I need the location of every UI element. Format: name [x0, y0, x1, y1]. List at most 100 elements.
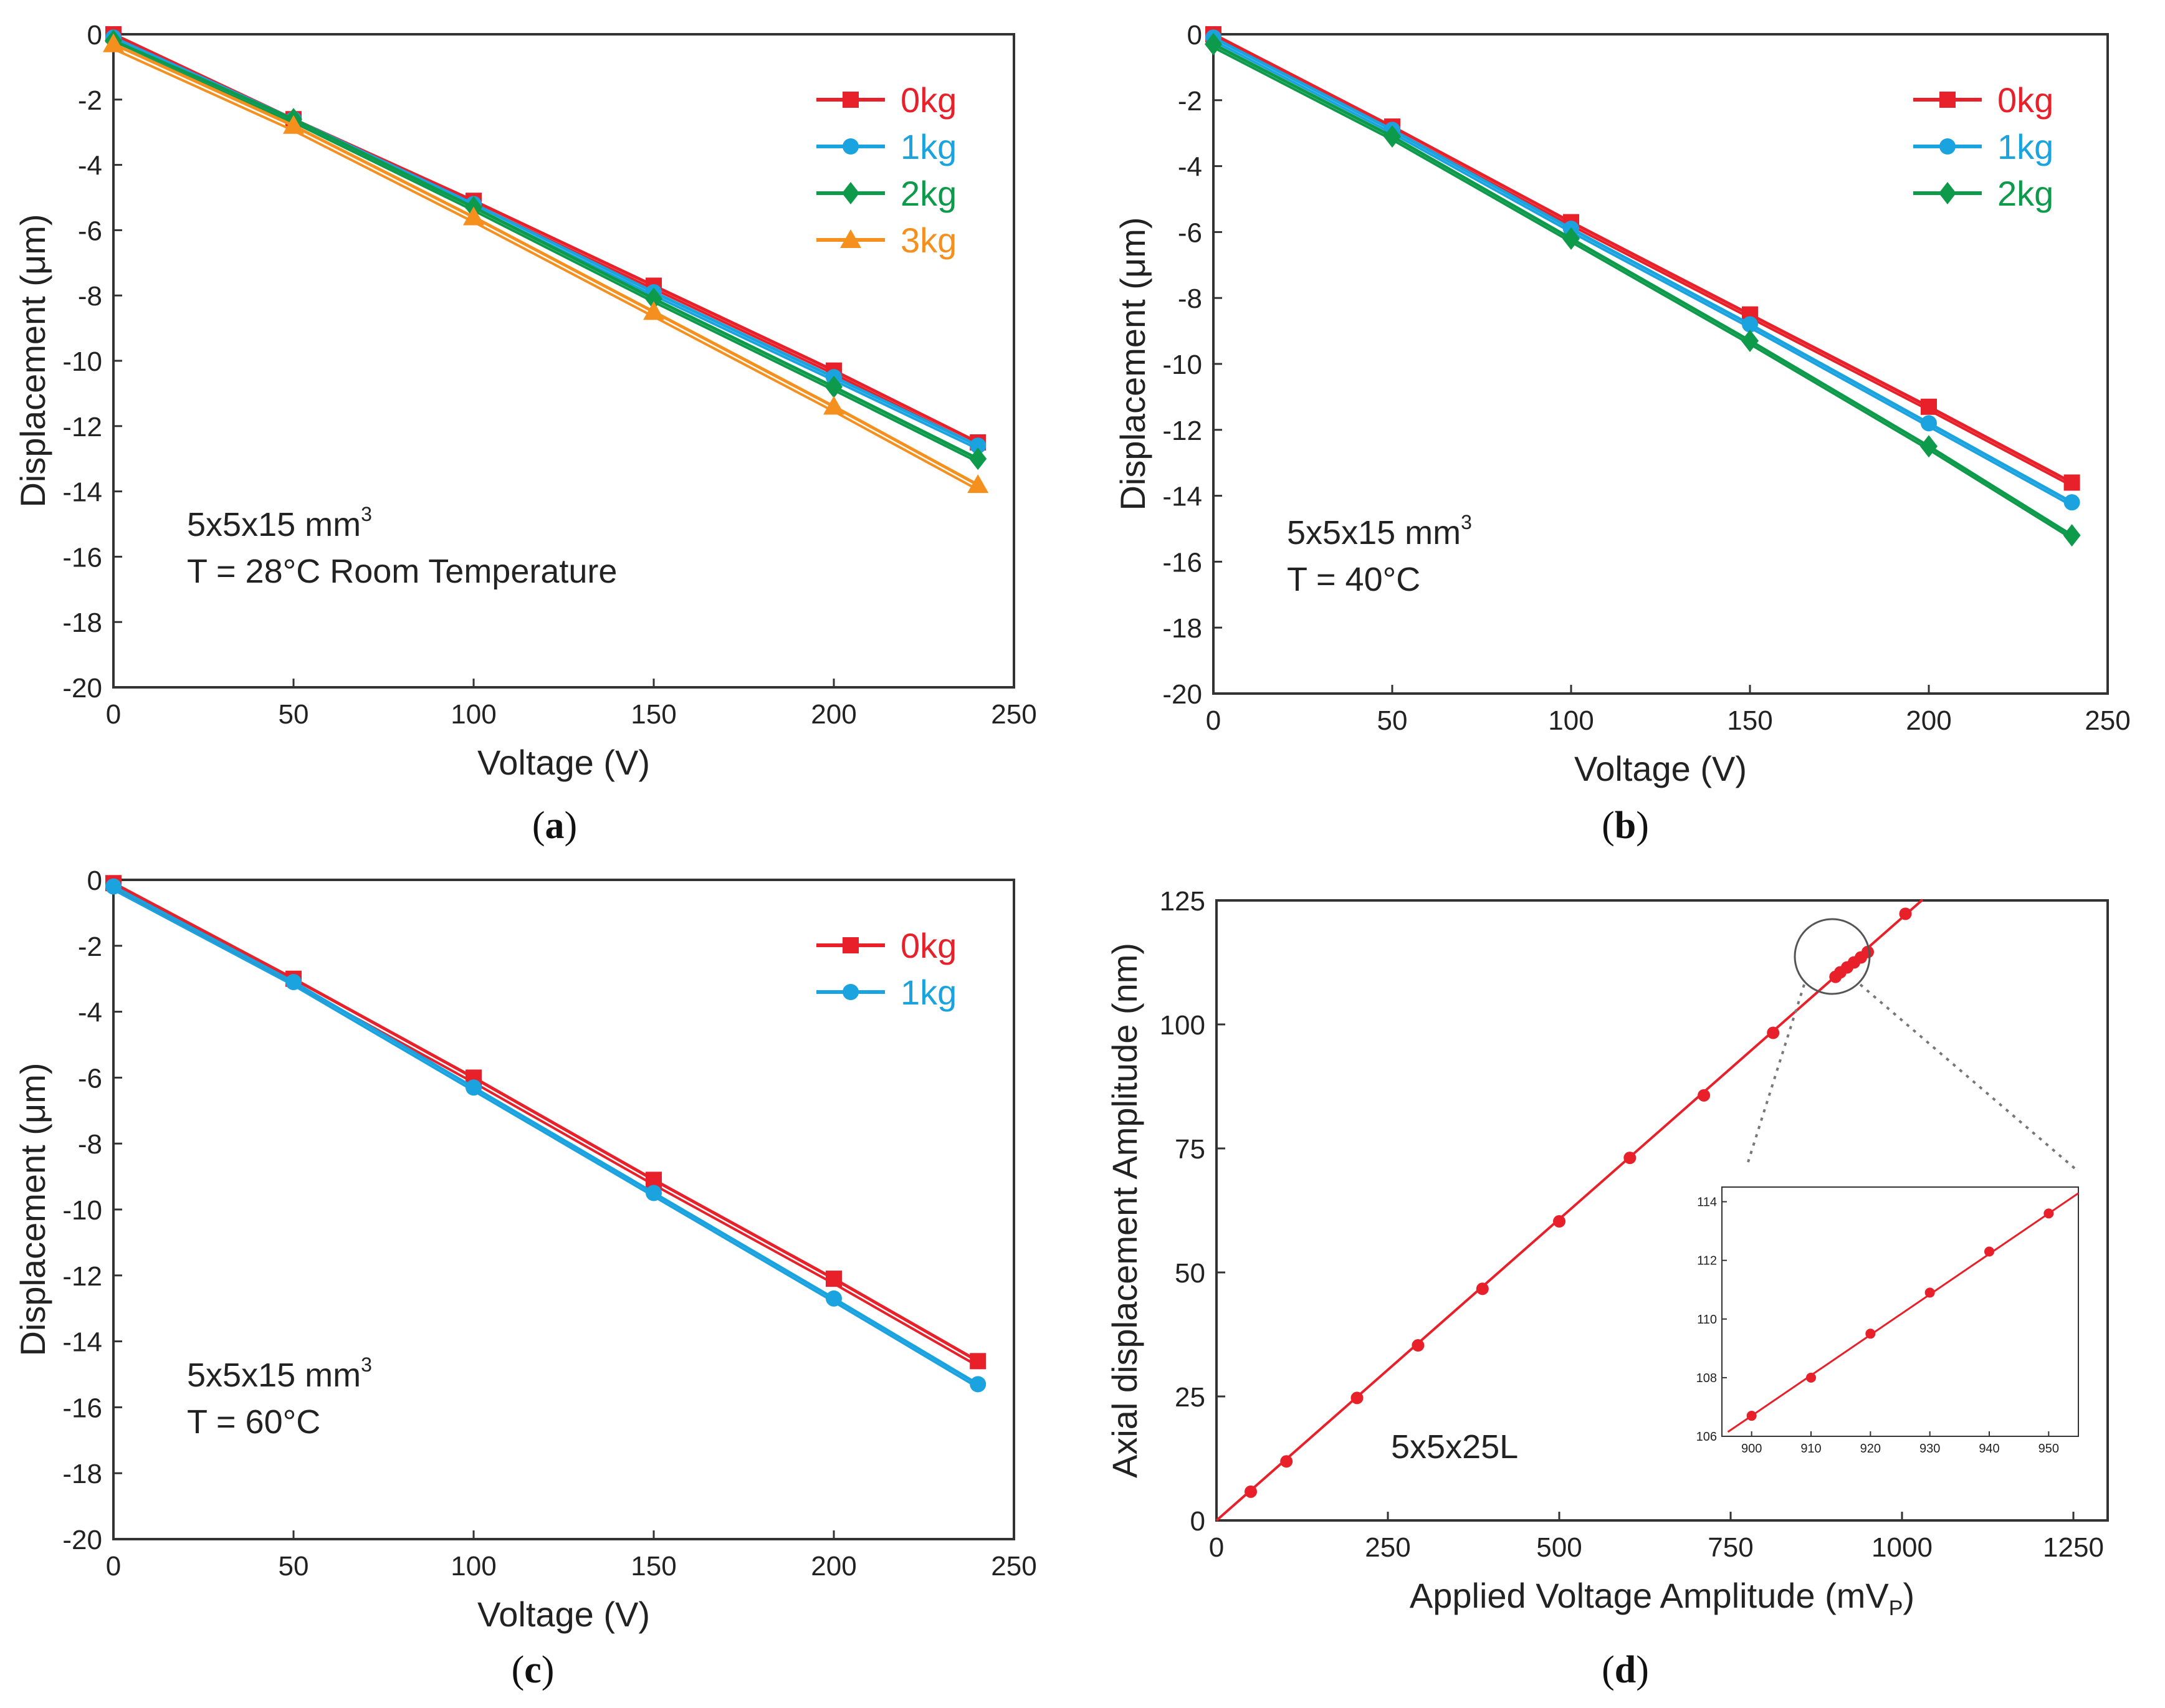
y-tick-label: 0: [87, 866, 102, 896]
zoom-circle: [1794, 918, 1871, 995]
x-tick-label: 50: [279, 1551, 309, 1582]
x-axis-label: Voltage (V): [1574, 749, 1747, 788]
panel-a: 0 50 100 150 200 250 0 -2 -4 -6 -8 -10 -12 -14 -16 -18 -…: [13, 20, 1037, 847]
data-point: [826, 1271, 842, 1287]
inset-x-tick-label: 910: [1800, 1442, 1821, 1456]
data-point: [463, 206, 484, 226]
panel-b: 0 50 100 150 200 250 0 -2 -4 -6 -8 -10 -12 -14 -16 -18 -…: [1113, 20, 2131, 847]
x-tick-label: 150: [631, 1551, 676, 1582]
data-point: [105, 878, 122, 895]
x-tick-label: 200: [811, 1551, 856, 1582]
panel-label: (a): [532, 804, 577, 847]
data-point: [1862, 945, 1874, 958]
series-line-return: [1213, 39, 2073, 507]
x-axis-label: Voltage (V): [477, 743, 650, 782]
y-tick-label: -20: [1162, 679, 1202, 710]
y-tick-label: -8: [78, 1129, 102, 1160]
legend-marker: [840, 229, 861, 248]
data-point: [1350, 1391, 1364, 1405]
x-tick-label: 0: [1206, 705, 1221, 736]
y-tick-label: -2: [78, 932, 102, 962]
inset-data-point: [1806, 1372, 1816, 1383]
x-tick-label: 0: [106, 1551, 121, 1582]
data-point: [1921, 415, 1937, 432]
legend-marker: [843, 984, 859, 1000]
legend: 0kg 1kg 2kg: [1913, 80, 2053, 213]
series-line-return: [113, 42, 979, 464]
y-tick-label: -20: [62, 673, 102, 704]
data-point: [1767, 1026, 1780, 1039]
x-tick-label: 250: [2085, 705, 2130, 736]
series-1kg: [105, 878, 987, 1393]
annotation-condition: T = 28°C Room Temperature: [187, 553, 617, 590]
data-point: [970, 1376, 987, 1393]
inset-x-tick-label: 900: [1741, 1442, 1762, 1456]
inset-x-tick-label: 930: [1919, 1442, 1940, 1456]
data-point: [970, 437, 987, 454]
data-point: [1698, 1089, 1711, 1102]
data-point: [1205, 32, 1222, 55]
legend-marker: [1939, 182, 1956, 204]
y-tick-label: -10: [1162, 350, 1202, 380]
data-point: [1741, 329, 1759, 352]
y-tick-label: -4: [78, 998, 102, 1028]
inset-data-point: [1865, 1329, 1876, 1339]
inset-data-point: [1746, 1411, 1757, 1421]
series-line-return: [1213, 46, 2073, 540]
y-axis-label: Displacement (μm): [13, 1062, 52, 1356]
plot-frame: [1215, 899, 2109, 1522]
annotation-dims: 5x5x15 mm3: [1287, 511, 1472, 551]
x-tick-label: 250: [1365, 1532, 1410, 1563]
y-tick-label: 0: [1187, 20, 1202, 50]
inset-y-tick-label: 108: [1696, 1372, 1717, 1385]
y-axis-label: Axial displacement Amplitude (nm): [1105, 943, 1144, 1478]
annotation-condition: T = 40°C: [1287, 561, 1420, 598]
data-point: [825, 375, 843, 398]
data-point: [2063, 494, 2080, 511]
y-tick-label: 50: [1175, 1258, 1205, 1289]
y-tick-label: -6: [78, 1063, 102, 1094]
y-tick-label: 0: [87, 20, 102, 50]
annotation: 5x5x15 mm3 T = 40°C: [1287, 511, 1472, 598]
inset-y-tick-label: 110: [1697, 1313, 1717, 1327]
x-tick-label: 0: [1209, 1532, 1224, 1563]
data-point: [103, 33, 124, 52]
panel-c: 0 50 100 150 200 250 0 -2 -4 -6 -8 -10 -12 -14 -16 -18 -…: [13, 866, 1037, 1691]
y-tick-label: -18: [62, 1459, 102, 1489]
series-line-return: [113, 889, 979, 1389]
legend-marker: [843, 937, 859, 953]
y-axis-label: Displacement (μm): [13, 214, 52, 507]
data-point: [1553, 1215, 1565, 1228]
y-tick-label: -18: [1162, 613, 1202, 644]
series-line: [112, 42, 979, 487]
y-tick-label: -18: [62, 608, 102, 638]
y-tick-label: 125: [1160, 886, 1205, 917]
data-point: [1742, 316, 1758, 333]
data-point: [1623, 1152, 1637, 1165]
data-point: [645, 287, 662, 310]
annotation-dims: 5x5x15 mm3: [187, 503, 372, 543]
data-point: [826, 1290, 842, 1307]
x-tick-label: 200: [811, 699, 856, 730]
data-point: [1384, 125, 1401, 148]
x-tick-label: 500: [1536, 1532, 1582, 1563]
legend-label-2kg: 2kg: [1997, 174, 2053, 213]
x-axis-label: Voltage (V): [477, 1595, 650, 1634]
legend-label-1kg: 1kg: [901, 973, 957, 1012]
panel-d: 0 250 500 750 1000 1250 0 25 50 75 100 125 Applied V…: [1105, 886, 2109, 1691]
series-line: [1212, 32, 2073, 484]
x-tick-label: 200: [1906, 705, 1951, 736]
data-point: [285, 973, 302, 990]
legend-label-2kg: 2kg: [901, 174, 957, 213]
y-tick-label: -12: [62, 1261, 102, 1292]
legend-label-1kg: 1kg: [901, 127, 957, 166]
data-point: [2063, 474, 2080, 491]
data-point: [1412, 1339, 1425, 1352]
x-tick-label: 100: [1548, 705, 1594, 736]
data-point: [1920, 435, 1938, 458]
x-tick-label: 150: [1727, 705, 1772, 736]
legend-label-3kg: 3kg: [901, 221, 957, 260]
y-tick-label: -20: [62, 1525, 102, 1555]
y-tick-label: -8: [1178, 284, 1202, 314]
